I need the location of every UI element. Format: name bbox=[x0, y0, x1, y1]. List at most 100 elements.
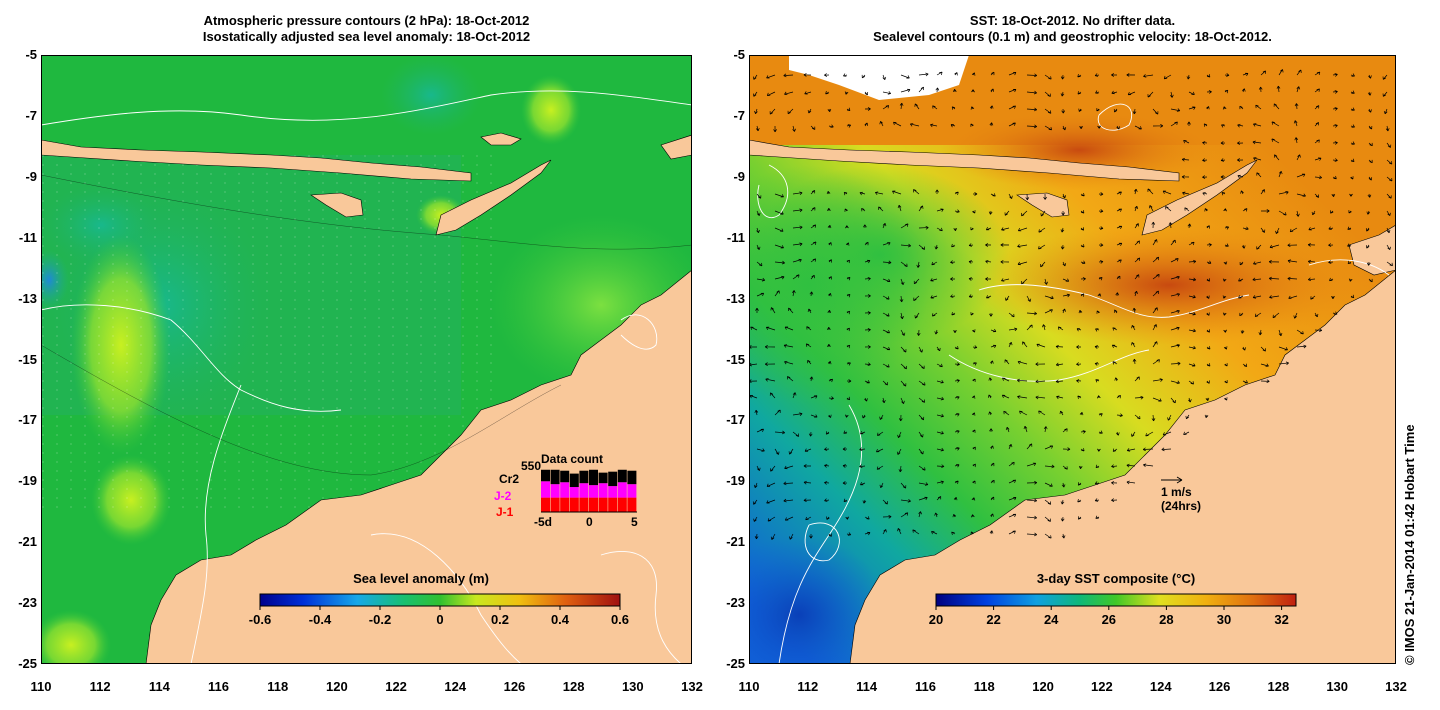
velocity-arrow bbox=[1079, 125, 1083, 129]
sst-colorbar-tick-label: 22 bbox=[986, 612, 1000, 627]
velocity-arrow bbox=[1350, 294, 1355, 299]
velocity-arrow bbox=[900, 261, 908, 267]
velocity-arrow bbox=[1296, 193, 1306, 197]
velocity-arrow bbox=[753, 482, 758, 489]
velocity-arrow bbox=[1296, 173, 1306, 178]
velocity-arrow bbox=[1097, 125, 1101, 129]
right-lon-tick: 114 bbox=[856, 679, 878, 694]
velocity-arrow bbox=[954, 480, 959, 484]
velocity-arrow bbox=[1111, 344, 1118, 348]
velocity-arrow bbox=[918, 346, 923, 353]
velocity-arrow bbox=[972, 345, 978, 349]
velocity-arrow bbox=[1115, 292, 1120, 297]
velocity-arrow bbox=[1111, 481, 1118, 485]
velocity-arrow bbox=[754, 108, 758, 115]
left-lon-tick: 114 bbox=[148, 679, 170, 694]
velocity-arrow bbox=[972, 192, 978, 196]
velocity-arrow bbox=[764, 362, 776, 366]
velocity-arrow bbox=[882, 397, 886, 404]
velocity-arrow bbox=[810, 414, 818, 418]
velocity-arrow bbox=[1170, 397, 1176, 404]
velocity-arrow bbox=[1206, 225, 1210, 229]
velocity-arrow bbox=[1307, 243, 1316, 247]
velocity-arrow bbox=[753, 74, 758, 80]
velocity-arrow bbox=[1044, 309, 1053, 314]
velocity-arrow bbox=[843, 191, 848, 196]
velocity-arrow bbox=[988, 411, 992, 416]
velocity-arrow bbox=[1382, 91, 1388, 97]
velocity-arrow bbox=[1242, 208, 1248, 212]
velocity-scale-note: (24hrs) bbox=[1161, 499, 1201, 513]
velocity-arrow bbox=[953, 227, 958, 232]
velocity-arrow bbox=[1044, 108, 1052, 114]
velocity-arrow bbox=[824, 447, 830, 451]
velocity-arrow bbox=[1078, 108, 1082, 112]
sst-colorbar-tick-label: 26 bbox=[1102, 612, 1116, 627]
left-title-line2: Isostatically adjusted sea level anomaly… bbox=[202, 29, 531, 44]
velocity-arrow bbox=[803, 480, 812, 485]
left-title-line1: Atmospheric pressure contours (2 hPa): 1… bbox=[203, 13, 530, 28]
velocity-arrow bbox=[803, 464, 812, 468]
velocity-arrow bbox=[809, 376, 814, 382]
velocity-arrow bbox=[1368, 108, 1372, 113]
velocity-arrow bbox=[882, 105, 890, 110]
velocity-arrow bbox=[770, 307, 776, 314]
velocity-arrow bbox=[954, 72, 958, 76]
velocity-arrow bbox=[824, 481, 830, 485]
velocity-arrow bbox=[788, 448, 794, 455]
velocity-arrow bbox=[864, 277, 871, 281]
velocity-arrow bbox=[1367, 91, 1372, 96]
velocity-arrow bbox=[1152, 290, 1159, 297]
velocity-arrow bbox=[789, 533, 794, 540]
velocity-arrow bbox=[1238, 278, 1244, 282]
velocity-arrow bbox=[1098, 430, 1103, 434]
velocity-arrow bbox=[1111, 73, 1118, 77]
data-count-bar-j1 bbox=[579, 497, 589, 512]
velocity-arrow bbox=[1237, 174, 1244, 179]
right-lon-tick: 124 bbox=[1149, 679, 1172, 694]
velocity-arrow bbox=[882, 363, 890, 368]
data-count-bar-j1 bbox=[617, 497, 627, 512]
velocity-arrow bbox=[1332, 158, 1338, 162]
velocity-arrow bbox=[900, 363, 907, 370]
velocity-arrow bbox=[1152, 359, 1160, 365]
right-lat-tick: -5 bbox=[733, 47, 745, 62]
velocity-arrow bbox=[1366, 210, 1371, 215]
sst-colorbar-tick-label: 20 bbox=[929, 612, 943, 627]
velocity-arrow bbox=[1260, 227, 1266, 233]
velocity-arrow bbox=[1080, 227, 1084, 231]
velocity-arrow bbox=[1008, 341, 1013, 348]
velocity-arrow bbox=[1008, 193, 1013, 199]
velocity-arrow bbox=[1161, 447, 1172, 452]
velocity-arrow bbox=[1252, 277, 1262, 282]
velocity-arrow bbox=[807, 359, 812, 365]
velocity-arrow bbox=[936, 447, 944, 452]
velocity-arrow bbox=[1080, 193, 1085, 197]
velocity-arrow bbox=[989, 122, 994, 127]
velocity-arrow bbox=[774, 193, 784, 198]
velocity-arrow bbox=[787, 108, 794, 115]
velocity-arrow bbox=[1008, 530, 1016, 535]
left-lon-tick: 118 bbox=[267, 679, 289, 694]
velocity-arrow bbox=[792, 274, 800, 280]
velocity-arrow bbox=[1044, 464, 1055, 469]
sst-colorbar-label: 3-day SST composite (°C) bbox=[1037, 571, 1195, 586]
velocity-arrow bbox=[1044, 445, 1054, 450]
right-lat-tick: -7 bbox=[733, 107, 745, 123]
velocity-arrow bbox=[1152, 274, 1160, 280]
velocity-arrow bbox=[1113, 309, 1118, 314]
velocity-arrow bbox=[1222, 295, 1227, 299]
left-lon-tick: 110 bbox=[30, 679, 52, 694]
data-count-bar-j2 bbox=[617, 482, 627, 498]
velocity-arrow bbox=[1206, 363, 1211, 367]
right-title-line1: SST: 18-Oct-2012. No drifter data. bbox=[969, 13, 1176, 28]
velocity-arrow bbox=[897, 528, 902, 535]
velocity-arrow bbox=[1134, 395, 1144, 400]
velocity-arrow bbox=[1060, 227, 1065, 233]
data-count-bar-cr2 bbox=[579, 470, 589, 484]
velocity-arrow bbox=[918, 86, 925, 93]
velocity-arrow bbox=[1060, 516, 1065, 522]
velocity-arrow bbox=[1134, 205, 1139, 212]
velocity-arrow bbox=[1008, 479, 1016, 484]
right-lat-tick: -23 bbox=[726, 595, 745, 611]
